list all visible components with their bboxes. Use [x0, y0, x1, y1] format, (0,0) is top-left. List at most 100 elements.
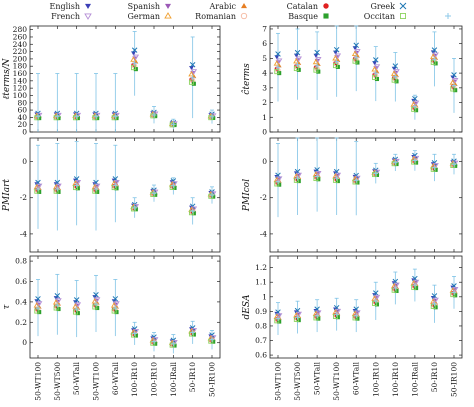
- data-point: [372, 301, 378, 306]
- x-category-label: 50-WT100: [274, 362, 283, 401]
- data-point: [53, 305, 59, 311]
- legend-label: Arabic: [208, 2, 236, 11]
- data-point: [295, 175, 300, 181]
- data-point: [312, 58, 320, 65]
- data-point: [34, 308, 40, 314]
- data-point: [190, 75, 196, 81]
- y-tick-label: 0.4: [15, 297, 27, 306]
- data-point: [354, 49, 361, 55]
- panel-pmi-art: -4 -2 0 PMIart: [2, 137, 221, 253]
- y-tick-label: -4: [260, 229, 268, 238]
- y-tick-label: 0: [22, 128, 27, 137]
- y-tick-label: 0: [22, 157, 27, 166]
- data-point: [373, 70, 379, 76]
- panel-d-esa: 0.6 0.7 0.8 0.9 1 1.1 1.2 dESA: [242, 255, 463, 360]
- data-point: [110, 302, 118, 308]
- y-tick-label: 0.6: [255, 351, 267, 360]
- x-category-label: 50-IR10: [430, 362, 439, 392]
- data-point: [112, 296, 119, 302]
- data-point: [33, 302, 40, 308]
- data-point: [190, 330, 196, 335]
- data-point: [314, 63, 320, 69]
- data-point: [151, 112, 157, 118]
- data-point: [314, 313, 320, 319]
- data-point: [373, 64, 381, 70]
- x-category-label: 50-WTall: [313, 361, 322, 395]
- y-tick-label: 0: [22, 338, 27, 347]
- data-point: [295, 314, 300, 320]
- x-category-label: 50-WT100: [332, 362, 341, 401]
- data-point: [333, 46, 340, 53]
- data-point: [412, 158, 418, 163]
- data-point: [334, 59, 340, 65]
- y-tick-label: 0.8: [15, 257, 27, 266]
- y-tick-label: 7: [262, 24, 267, 33]
- x-category-label: 60-WTall: [352, 361, 361, 395]
- data-point: [150, 191, 156, 197]
- data-point: [55, 298, 62, 304]
- data-point: [35, 305, 41, 311]
- data-point: [131, 47, 138, 53]
- x-category-label: 100-IRall: [410, 361, 419, 397]
- data-point: [275, 51, 281, 57]
- x-category-label: 100-IR10: [150, 362, 159, 397]
- data-point: [169, 342, 175, 348]
- y-tick-label: 280: [13, 25, 28, 34]
- data-point: [293, 57, 300, 64]
- data-point: [314, 49, 320, 56]
- x-category-label: 50-WT100: [34, 362, 43, 401]
- x-category-label: 50-IR100: [208, 362, 217, 397]
- panel-frame: [29, 255, 221, 359]
- panel-tau: 0 0.2 0.4 0.6 0.8 τ: [2, 255, 221, 359]
- data-point: [91, 298, 98, 304]
- data-point: [132, 54, 140, 60]
- y-tick-label: 80: [17, 98, 27, 107]
- data-point: [430, 50, 436, 55]
- data-point: [151, 339, 157, 345]
- data-point: [392, 74, 398, 80]
- legend-label: Catalan: [287, 2, 318, 11]
- data-point: [93, 301, 99, 307]
- data-point: [372, 172, 378, 178]
- data-point: [412, 104, 418, 110]
- data-point: [170, 121, 176, 127]
- y-tick-label: 2: [262, 98, 267, 107]
- data-point: [451, 83, 457, 88]
- data-point: [188, 70, 195, 77]
- y-tick-label: 1: [262, 113, 267, 122]
- data-point: [74, 302, 82, 308]
- y-tick-label: 0.8: [255, 321, 267, 330]
- data-point: [412, 95, 418, 102]
- data-point: [391, 161, 397, 167]
- data-point: [373, 298, 379, 304]
- y-tick-label: -2: [260, 193, 268, 202]
- x-category-label: 100-IR10: [391, 362, 400, 397]
- data-point: [190, 208, 196, 214]
- data-point: [294, 49, 301, 56]
- legend-label: Spanish: [128, 2, 160, 11]
- data-point: [209, 337, 215, 343]
- data-point: [74, 114, 80, 120]
- data-point: [130, 206, 136, 212]
- data-point: [373, 294, 381, 301]
- data-point: [170, 183, 176, 189]
- panel-frame: [29, 137, 221, 253]
- data-point: [73, 297, 80, 303]
- data-point: [334, 53, 342, 59]
- x-category-label: 50-IR10: [188, 362, 197, 392]
- data-point: [373, 290, 379, 296]
- data-point: [450, 86, 456, 92]
- legend-label: Occitan: [364, 12, 395, 21]
- y-tick-label: 0: [262, 128, 267, 137]
- y-axis-label: PMIart: [2, 179, 12, 212]
- data-point: [36, 301, 43, 307]
- y-tick-label: 180: [13, 62, 28, 71]
- data-point: [35, 114, 41, 120]
- data-point: [34, 115, 40, 121]
- data-point: [411, 106, 417, 112]
- data-point: [113, 301, 120, 307]
- data-point: [150, 340, 156, 346]
- data-point: [92, 304, 98, 310]
- data-point: [92, 295, 98, 300]
- data-point: [150, 113, 156, 119]
